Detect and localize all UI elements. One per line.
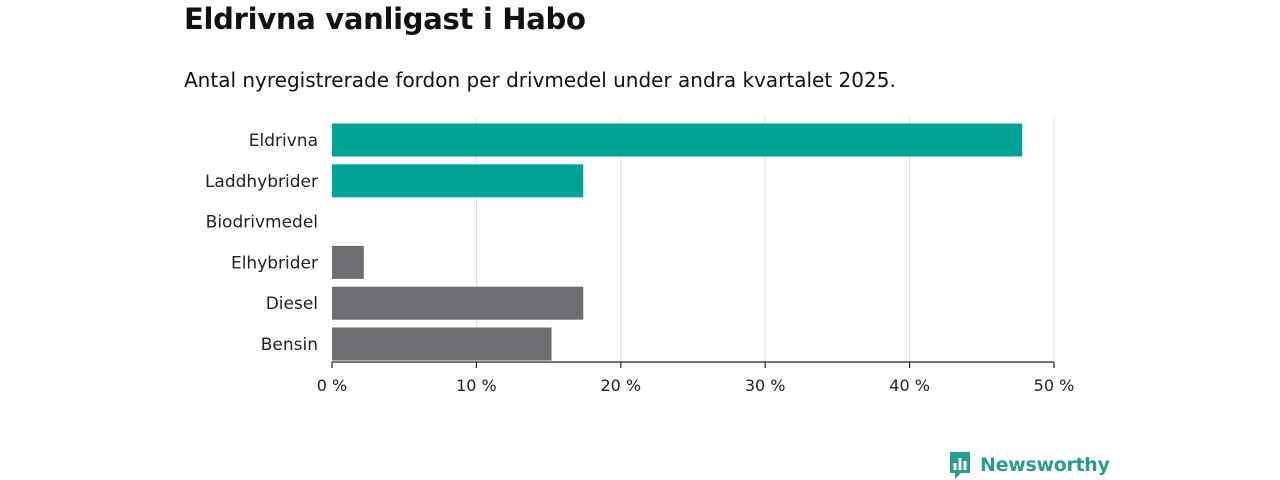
x-tick-label: 10 % [456, 376, 497, 395]
logo-text: Newsworthy [980, 454, 1110, 476]
newsworthy-logo-icon [950, 452, 970, 479]
category-label: Biodrivmedel [206, 213, 318, 233]
x-tick-label: 40 % [889, 376, 930, 395]
newsworthy-logo: Newsworthy [948, 450, 1110, 480]
category-label: Laddhybrider [205, 172, 318, 192]
x-tick-label: 30 % [745, 376, 786, 395]
chart-subtitle: Antal nyregistrerade fordon per drivmede… [184, 68, 896, 92]
chart-title: Eldrivna vanligast i Habo [184, 2, 586, 36]
category-label: Bensin [261, 335, 318, 355]
category-labels: Eldrivna Laddhybrider Biodrivmedel Elhybrid… [205, 131, 318, 355]
category-label: Diesel [266, 294, 318, 314]
x-axis: 0 % 10 % 20 % 30 % 40 % 50 % [317, 361, 1075, 395]
x-tick-label: 20 % [600, 376, 641, 395]
x-tick-label: 0 % [317, 376, 347, 395]
bar-elhybrider [332, 245, 364, 279]
bar-laddhybrider [332, 164, 584, 198]
bar-eldrivna [332, 123, 1023, 157]
bar-bensin [332, 327, 552, 361]
category-label: Eldrivna [249, 131, 318, 151]
bar-diesel [332, 286, 584, 320]
category-label: Elhybrider [231, 253, 318, 273]
bars [332, 123, 1023, 361]
gridlines [475, 118, 1055, 362]
x-tick-label: 50 % [1034, 376, 1075, 395]
